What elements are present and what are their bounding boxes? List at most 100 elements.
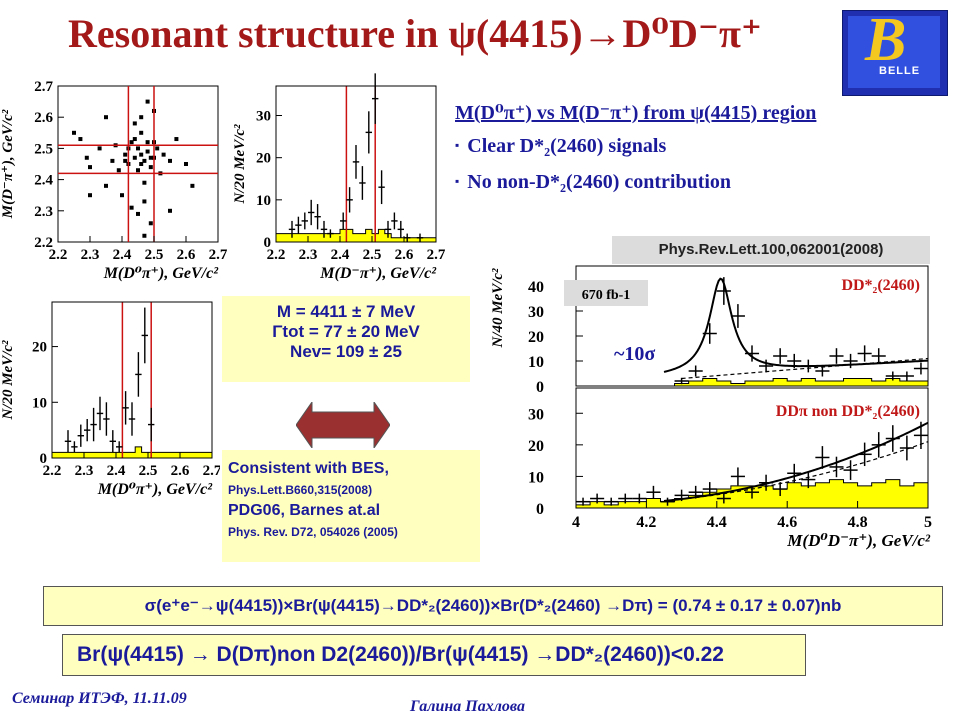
plot-frame [51,301,213,459]
bullet-no-contribution: ▪ No non-D*₂(2460) contribution [455,171,732,193]
scatter-point [142,233,147,238]
subheading: M(D⁰π⁺) vs M(D⁻π⁺) from ψ(4415) region [455,102,817,124]
y-tick-label: 40 [528,279,544,296]
x-tick-label: 2.2 [43,463,62,479]
y-tick-label: 20 [528,329,544,346]
hist-d0pi-panel: 2.2 2.3 2.4 2.5 2.6 2.7 M(D⁰π⁺), GeV/c² 0 10 20 N/… [0,288,220,503]
x-tick-label: 4 [572,514,580,531]
scatter-point [148,165,153,170]
scatter-point [145,149,150,154]
x-tick-label: 2.6 [177,247,196,263]
y-tick-label: 2.6 [34,110,53,126]
scatter-point [120,193,124,198]
y-tick-label: 10 [528,469,544,486]
y-tick-label: 0 [40,451,48,467]
background-fit-curve [681,357,929,380]
logo-background [848,16,940,88]
y-tick-label: 30 [528,304,544,321]
scatter-point [97,146,102,151]
background-histogram [576,378,929,387]
y-tick-label: 0 [536,501,544,518]
scatter-point [132,121,137,126]
y-tick-label: 30 [528,406,544,423]
y-tick-label: 2.7 [34,79,53,95]
x-tick-label: 2.7 [427,247,446,263]
reference-pdg: PDG06, Barnes at.al [228,502,381,519]
logo-text: BELLE [879,65,921,77]
x-tick-label: 4.8 [848,514,868,531]
x-tick-label: 2.6 [171,463,190,479]
scatter-point [139,130,144,135]
param-mass: M = 4411 ± 7 MeV [276,302,416,321]
x-tick-label: 2.3 [299,247,318,263]
y-tick-label: 2.3 [34,204,53,220]
scatter-point [142,199,147,204]
reference-box: Phys.Rev.Lett.100,062001(2008) [612,236,930,264]
y-tick-label: 0 [264,235,272,251]
bullet-text: Clear D*₂(2460) signals [467,135,667,157]
x-tick-label: 2.5 [145,247,164,263]
param-events: Nev= 109 ± 25 [290,342,402,361]
x-tick-label: 2.7 [209,247,228,263]
x-tick-label: 2.4 [113,247,132,263]
scatter-point [129,140,134,145]
y-tick-label: 10 [528,354,544,371]
scatter-point [190,183,195,188]
lumi-label: 670 fb-1 [582,288,631,303]
scatter-point [139,162,144,166]
scatter-point [132,155,137,160]
plot-frame [57,85,219,243]
scatter-point [136,168,140,173]
y-tick-label: 2.2 [34,235,53,251]
scatter-point [148,221,153,226]
y-tick-label: 0 [536,379,544,396]
y-tick-label: 2.5 [34,141,53,157]
y-tick-label: 10 [256,193,271,209]
scatter-plot: 2.2 2.3 2.4 2.5 2.6 2.7 M(D⁰π⁺), GeV/c² 2.2 2.3 2… [0,79,228,282]
page-title: Resonant structure in ψ(4415)→D⁰D⁻π⁺ [68,11,762,56]
scatter-point [136,146,140,151]
consistency-box: Consistent with BES, Phys.Lett.B660,315(… [222,450,480,562]
x-tick-label: 4.6 [777,514,797,531]
bullet-clear-signal: ▪ Clear D*₂(2460) signals [455,135,667,157]
reference-bes: Phys.Lett.B660,315(2008) [228,483,373,497]
scatter-point [139,152,144,157]
y-tick-label: 10 [32,395,47,411]
scatter-point [142,180,147,185]
x-tick-label: 2.2 [267,247,286,263]
x-axis-label: M(D⁰π⁺), GeV/c² [103,265,220,282]
scatter-point [139,115,144,120]
consistent-line: Consistent with BES, [228,460,389,477]
scatter-point [155,146,160,151]
y-tick-label: 20 [528,438,544,455]
y-tick-label: 2.4 [34,173,53,189]
scatter-point [168,208,172,213]
x-tick-label: 2.2 [49,247,68,263]
footer-seminar: Семинар ИТЭФ, 11.11.09 [12,690,187,707]
scatter-point [168,158,172,163]
scatter-point [123,158,128,163]
scatter-point [129,205,134,210]
belle-logo: B BELLE [842,6,948,96]
plot-frame [275,85,437,243]
scatter-point [110,158,115,163]
histogram-d0-pi: 2.2 2.3 2.4 2.5 2.6 2.7 M(D⁰π⁺), GeV/c² 0 10 20 N/… [0,301,220,498]
plot-frame [575,387,929,509]
y-tick-label: 30 [256,109,271,125]
panel-label: DD*₂(2460) [841,277,920,294]
x-tick-label: 2.4 [107,463,126,479]
scatter-point [116,168,121,173]
cross-section-formula: σ(e⁺e⁻→ψ(4415))×Br(ψ(4415)→DD*₂(2460))×B… [43,586,943,626]
reference-barnes: Phys. Rev. D72, 054026 (2005) [228,525,398,539]
background-histogram [275,228,437,243]
x-tick-label: 4.2 [636,514,656,531]
lumi-box [564,280,648,306]
background-histogram [51,446,213,459]
y-axis-label: N/40 MeV/c² [490,268,506,349]
scatter-point [123,152,128,157]
fit-parameters-box: M = 4411 ± 7 MeV Γtot = 77 ± 20 MeV Nev=… [222,296,470,382]
scatter-point [104,183,108,188]
histogram-d-minus-pi: 2.2 2.3 2.4 2.5 2.6 2.7 M(D⁻π⁺), GeV/c² 0 10 20 30… [232,73,446,282]
scatter-point [88,193,92,198]
